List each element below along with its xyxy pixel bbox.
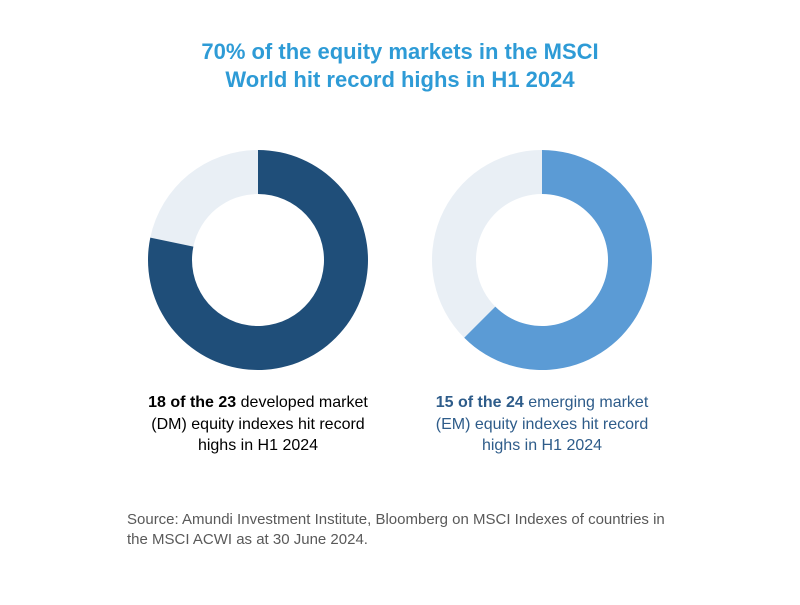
source-text: Source: Amundi Investment Institute, Blo… — [127, 510, 687, 551]
developed-markets-donut — [148, 150, 368, 370]
chart-title-line2: World hit record highs in H1 2024 — [225, 67, 574, 92]
caption-em: 15 of the 24 emerging market (EM) equity… — [422, 392, 662, 457]
charts-row: 18 of the 23 developed market (DM) equit… — [0, 150, 800, 457]
chart-title: 70% of the equity markets in the MSCI Wo… — [0, 38, 800, 93]
donut-svg-dm — [148, 150, 368, 370]
donut-svg-em — [432, 150, 652, 370]
donut-remainder — [150, 150, 258, 247]
chart-col-em: 15 of the 24 emerging market (EM) equity… — [412, 150, 672, 457]
caption-em-lead: 15 of the 24 — [436, 394, 524, 411]
emerging-markets-donut — [432, 150, 652, 370]
caption-dm: 18 of the 23 developed market (DM) equit… — [138, 392, 378, 457]
chart-col-dm: 18 of the 23 developed market (DM) equit… — [128, 150, 388, 457]
chart-title-line1: 70% of the equity markets in the MSCI — [201, 39, 598, 64]
caption-dm-lead: 18 of the 23 — [148, 394, 236, 411]
donut-remainder — [432, 150, 542, 338]
